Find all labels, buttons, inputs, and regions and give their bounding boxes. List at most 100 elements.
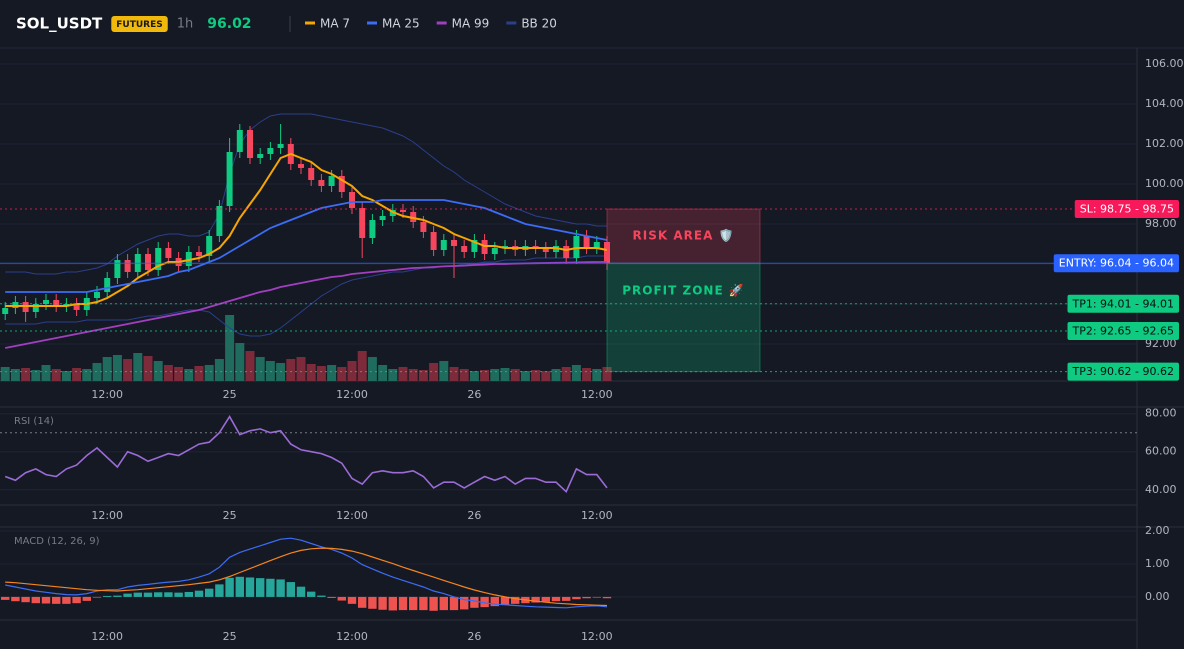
interval: 1h [177,17,194,32]
volume-bar [316,366,326,381]
y-tick-label: 2.00 [1145,524,1170,537]
histogram-bar [460,596,469,610]
histogram-bar [592,596,601,598]
candle-body [32,304,39,312]
candle-body [583,236,590,248]
histogram-bar [276,579,285,597]
volume-bar [72,368,82,381]
volume-bar [367,357,377,381]
zone-label: RISK AREA 🛡️ [633,229,735,243]
candle-body [318,180,325,186]
volume-bar [112,355,122,381]
histogram-bar [470,596,479,608]
badge-bg [111,16,168,32]
histogram-bar [113,595,122,597]
volume-bar [469,371,479,381]
candle-body [563,246,570,258]
volume-bar [429,363,439,381]
volume-bar [408,369,418,381]
volume-bar [255,357,265,381]
x-tick-label: 25 [223,388,237,401]
volume-bar [0,367,10,381]
histogram-bar [133,592,142,597]
level-label: TP2: 92.65 - 92.65 [1072,325,1175,338]
candle-body [226,152,233,206]
volume-bar [439,361,449,381]
histogram-bar [511,596,520,604]
x-tick-label: 12:00 [581,509,613,522]
candle-body [165,248,172,258]
histogram-bar [500,596,510,605]
histogram-bar [225,577,234,597]
candle-body [430,232,437,250]
y-tick-label: 60.00 [1145,445,1177,458]
candle-body [277,144,284,148]
legend-label: BB 20 [521,17,557,31]
band-line [5,255,607,337]
zone [606,208,761,264]
histogram-bar [368,596,377,609]
zone-label: PROFIT ZONE 🚀 [622,284,745,298]
candle-body [53,300,60,306]
x-tick-label: 25 [223,630,237,643]
legend-label: MA 25 [382,17,420,31]
volume-bar [571,365,581,381]
histogram-bar [92,596,102,598]
candle-body [267,148,274,154]
symbol: SOL_USDT [16,15,103,33]
volume-bar [235,343,245,381]
candle-body [369,220,376,238]
y-tick-label: 106.00 [1145,57,1184,70]
x-tick-label: 12:00 [91,509,123,522]
level-label-bg [1067,294,1179,313]
candle-body [114,260,121,278]
histogram-bar [347,596,357,604]
volume-bar [378,365,388,381]
candle-body [359,208,366,238]
level-label-bg [1053,254,1179,273]
volume-bar [82,369,92,381]
level-label: ENTRY: 96.04 - 96.04 [1059,257,1174,270]
volume-bar [418,370,428,381]
candle-body [379,216,386,220]
histogram-bar [551,596,561,602]
x-tick-label: 12:00 [581,388,613,401]
level-label-bg [1074,200,1179,218]
y-tick-label: 102.00 [1145,137,1184,150]
histogram-bar [205,588,214,597]
x-tick-label: 25 [223,509,237,522]
candle-body [206,236,213,256]
volume-bar [541,371,551,381]
volume-bar [133,353,143,381]
volume-bar [184,369,194,381]
x-tick-label: 26 [467,388,481,401]
candle-body [328,176,335,186]
level-label-bg [1067,362,1179,381]
volume-bar [561,367,571,381]
level-label-bg [1067,322,1179,340]
volume-bar [520,371,530,381]
volume-bar [61,371,71,381]
volume-bar [551,369,561,381]
candle-body [73,304,80,310]
histogram-bar [103,595,112,597]
histogram-bar [286,582,295,597]
y-tick-label: 98.00 [1145,217,1177,230]
zone [606,262,761,373]
candle-body [94,292,100,298]
volume-bar [449,367,459,381]
histogram-bar [266,578,275,597]
candle-body [257,154,264,158]
candle-body [593,242,600,248]
y-tick-label: 100.00 [1145,177,1184,190]
candle-body [2,308,9,314]
candle-body [400,210,406,212]
volume-bar [286,359,296,381]
level-label: SL: 98.75 - 98.75 [1080,203,1174,216]
histogram-bar [358,596,367,608]
histogram-bar [439,596,448,611]
y-tick-label: 40.00 [1145,483,1177,496]
histogram-bar [174,592,183,597]
histogram-bar [21,596,30,603]
